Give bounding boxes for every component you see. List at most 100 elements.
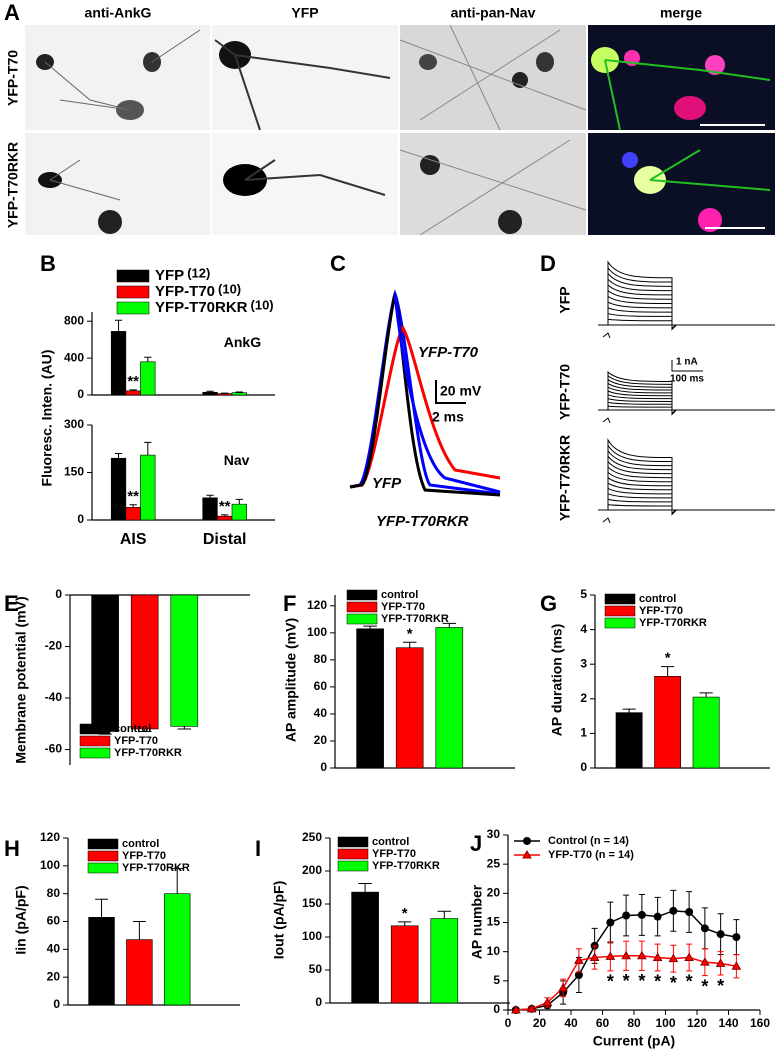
trace xyxy=(607,370,677,416)
y-tick-label: 80 xyxy=(47,886,61,900)
y-tick-label: 50 xyxy=(309,962,323,976)
marker xyxy=(511,1004,521,1014)
y-tick-label: 80 xyxy=(314,652,328,666)
marker xyxy=(589,952,600,961)
error-bar xyxy=(221,514,229,517)
marker xyxy=(574,971,583,979)
annotation: ** xyxy=(127,373,139,390)
annotation: * xyxy=(654,972,661,992)
marker xyxy=(637,910,646,919)
row-label: YFP-T70 xyxy=(5,50,21,106)
y-tick-label: 20 xyxy=(314,733,328,747)
x-tick-label: 120 xyxy=(687,1016,707,1030)
annotation: * xyxy=(717,976,724,996)
y-tick-label: 40 xyxy=(47,942,61,956)
legend-swatch xyxy=(87,850,119,862)
column-header: anti-pan-Nav xyxy=(451,5,536,21)
panel-letter: B xyxy=(40,251,56,276)
legend-swatch xyxy=(79,735,111,747)
trace xyxy=(607,260,677,331)
bar xyxy=(202,391,218,396)
x-tick-label: 140 xyxy=(718,1016,738,1030)
annotation: * xyxy=(623,971,630,991)
annotation: ** xyxy=(127,488,139,505)
marker xyxy=(668,953,679,963)
y-tick-label: 150 xyxy=(302,896,322,910)
legend-swatch xyxy=(337,860,369,872)
y-tick-label: 120 xyxy=(40,830,60,844)
y-axis-label: AP number xyxy=(469,884,485,959)
y-tick-label: 0 xyxy=(493,1002,500,1016)
bar xyxy=(88,917,115,1006)
y-tick-label: 0 xyxy=(77,512,84,526)
marker xyxy=(700,957,710,966)
trace xyxy=(349,325,501,489)
x-tick-label: 80 xyxy=(627,1016,641,1030)
y-tick-label: 2 xyxy=(580,691,587,705)
y-tick-label: 25 xyxy=(487,856,501,870)
marker xyxy=(700,924,709,933)
y-tick-label: 0 xyxy=(315,995,322,1009)
x-tick-label: AIS xyxy=(120,531,147,548)
x-tick-label: 160 xyxy=(750,1016,770,1030)
bar xyxy=(164,893,191,1006)
trace xyxy=(607,498,677,516)
error-bar xyxy=(206,390,214,393)
error-bar xyxy=(132,921,146,940)
annotation: * xyxy=(402,905,408,922)
marker xyxy=(602,332,611,339)
legend-label: YFP-T70 xyxy=(114,735,158,747)
image xyxy=(588,133,775,235)
y-tick-label: 3 xyxy=(580,656,587,670)
y-tick-label: 400 xyxy=(64,350,84,364)
legend-swatch xyxy=(116,269,150,283)
row-label: YFP-T70 xyxy=(557,364,573,420)
row-label: YFP xyxy=(557,286,573,313)
bar xyxy=(91,594,119,732)
legend-swatch xyxy=(337,836,369,848)
legend-label: control xyxy=(122,838,159,850)
y-tick-label: 120 xyxy=(307,598,327,612)
legend-label: YFP-T70RKR xyxy=(114,747,182,759)
y-tick-label: 300 xyxy=(64,417,84,431)
y-tick-label: 0 xyxy=(580,760,587,774)
marker xyxy=(522,849,532,859)
legend-label: YFP-T70 xyxy=(381,601,425,613)
annotation: * xyxy=(701,976,708,996)
y-tick-label: 15 xyxy=(487,915,501,929)
y-axis-label: AP duration (ms) xyxy=(549,624,565,737)
legend-label: Control (n = 14) xyxy=(548,835,629,847)
bar xyxy=(390,925,419,1004)
y-axis-label: Fluoresc. Inten. (AU) xyxy=(39,350,55,487)
scale-bar xyxy=(435,380,466,404)
column-header: merge xyxy=(660,5,702,21)
legend-swatch xyxy=(116,285,150,299)
marker xyxy=(716,930,725,939)
legend-label: control xyxy=(372,836,409,848)
y-tick-label: 200 xyxy=(302,863,322,877)
trace xyxy=(607,401,677,416)
bar xyxy=(130,594,159,730)
legend-label: YFP-T70RKR xyxy=(639,617,707,629)
y-axis-label: Iout (pA/pF) xyxy=(271,881,287,960)
y-tick-label: -40 xyxy=(45,690,63,704)
marker xyxy=(621,950,631,960)
legend-count: (12) xyxy=(187,265,210,280)
error-bar xyxy=(442,622,457,628)
error-bar xyxy=(129,504,137,508)
scale-label: 100 ms xyxy=(670,374,704,385)
trace-label: YFP-T70RKR xyxy=(376,513,469,530)
error-bar xyxy=(206,494,214,498)
error-bar xyxy=(235,498,243,505)
scale-label: 1 nA xyxy=(676,357,698,368)
y-tick-label: 0 xyxy=(55,587,62,601)
marker xyxy=(685,908,694,916)
bar xyxy=(110,331,127,396)
bar xyxy=(692,696,720,769)
scale-label: 2 ms xyxy=(432,409,464,425)
bar xyxy=(217,515,233,521)
legend-label: YFP-T70 xyxy=(122,850,166,862)
marker xyxy=(732,933,741,942)
legend-swatch xyxy=(87,862,119,874)
y-tick-label: 4 xyxy=(580,622,587,636)
